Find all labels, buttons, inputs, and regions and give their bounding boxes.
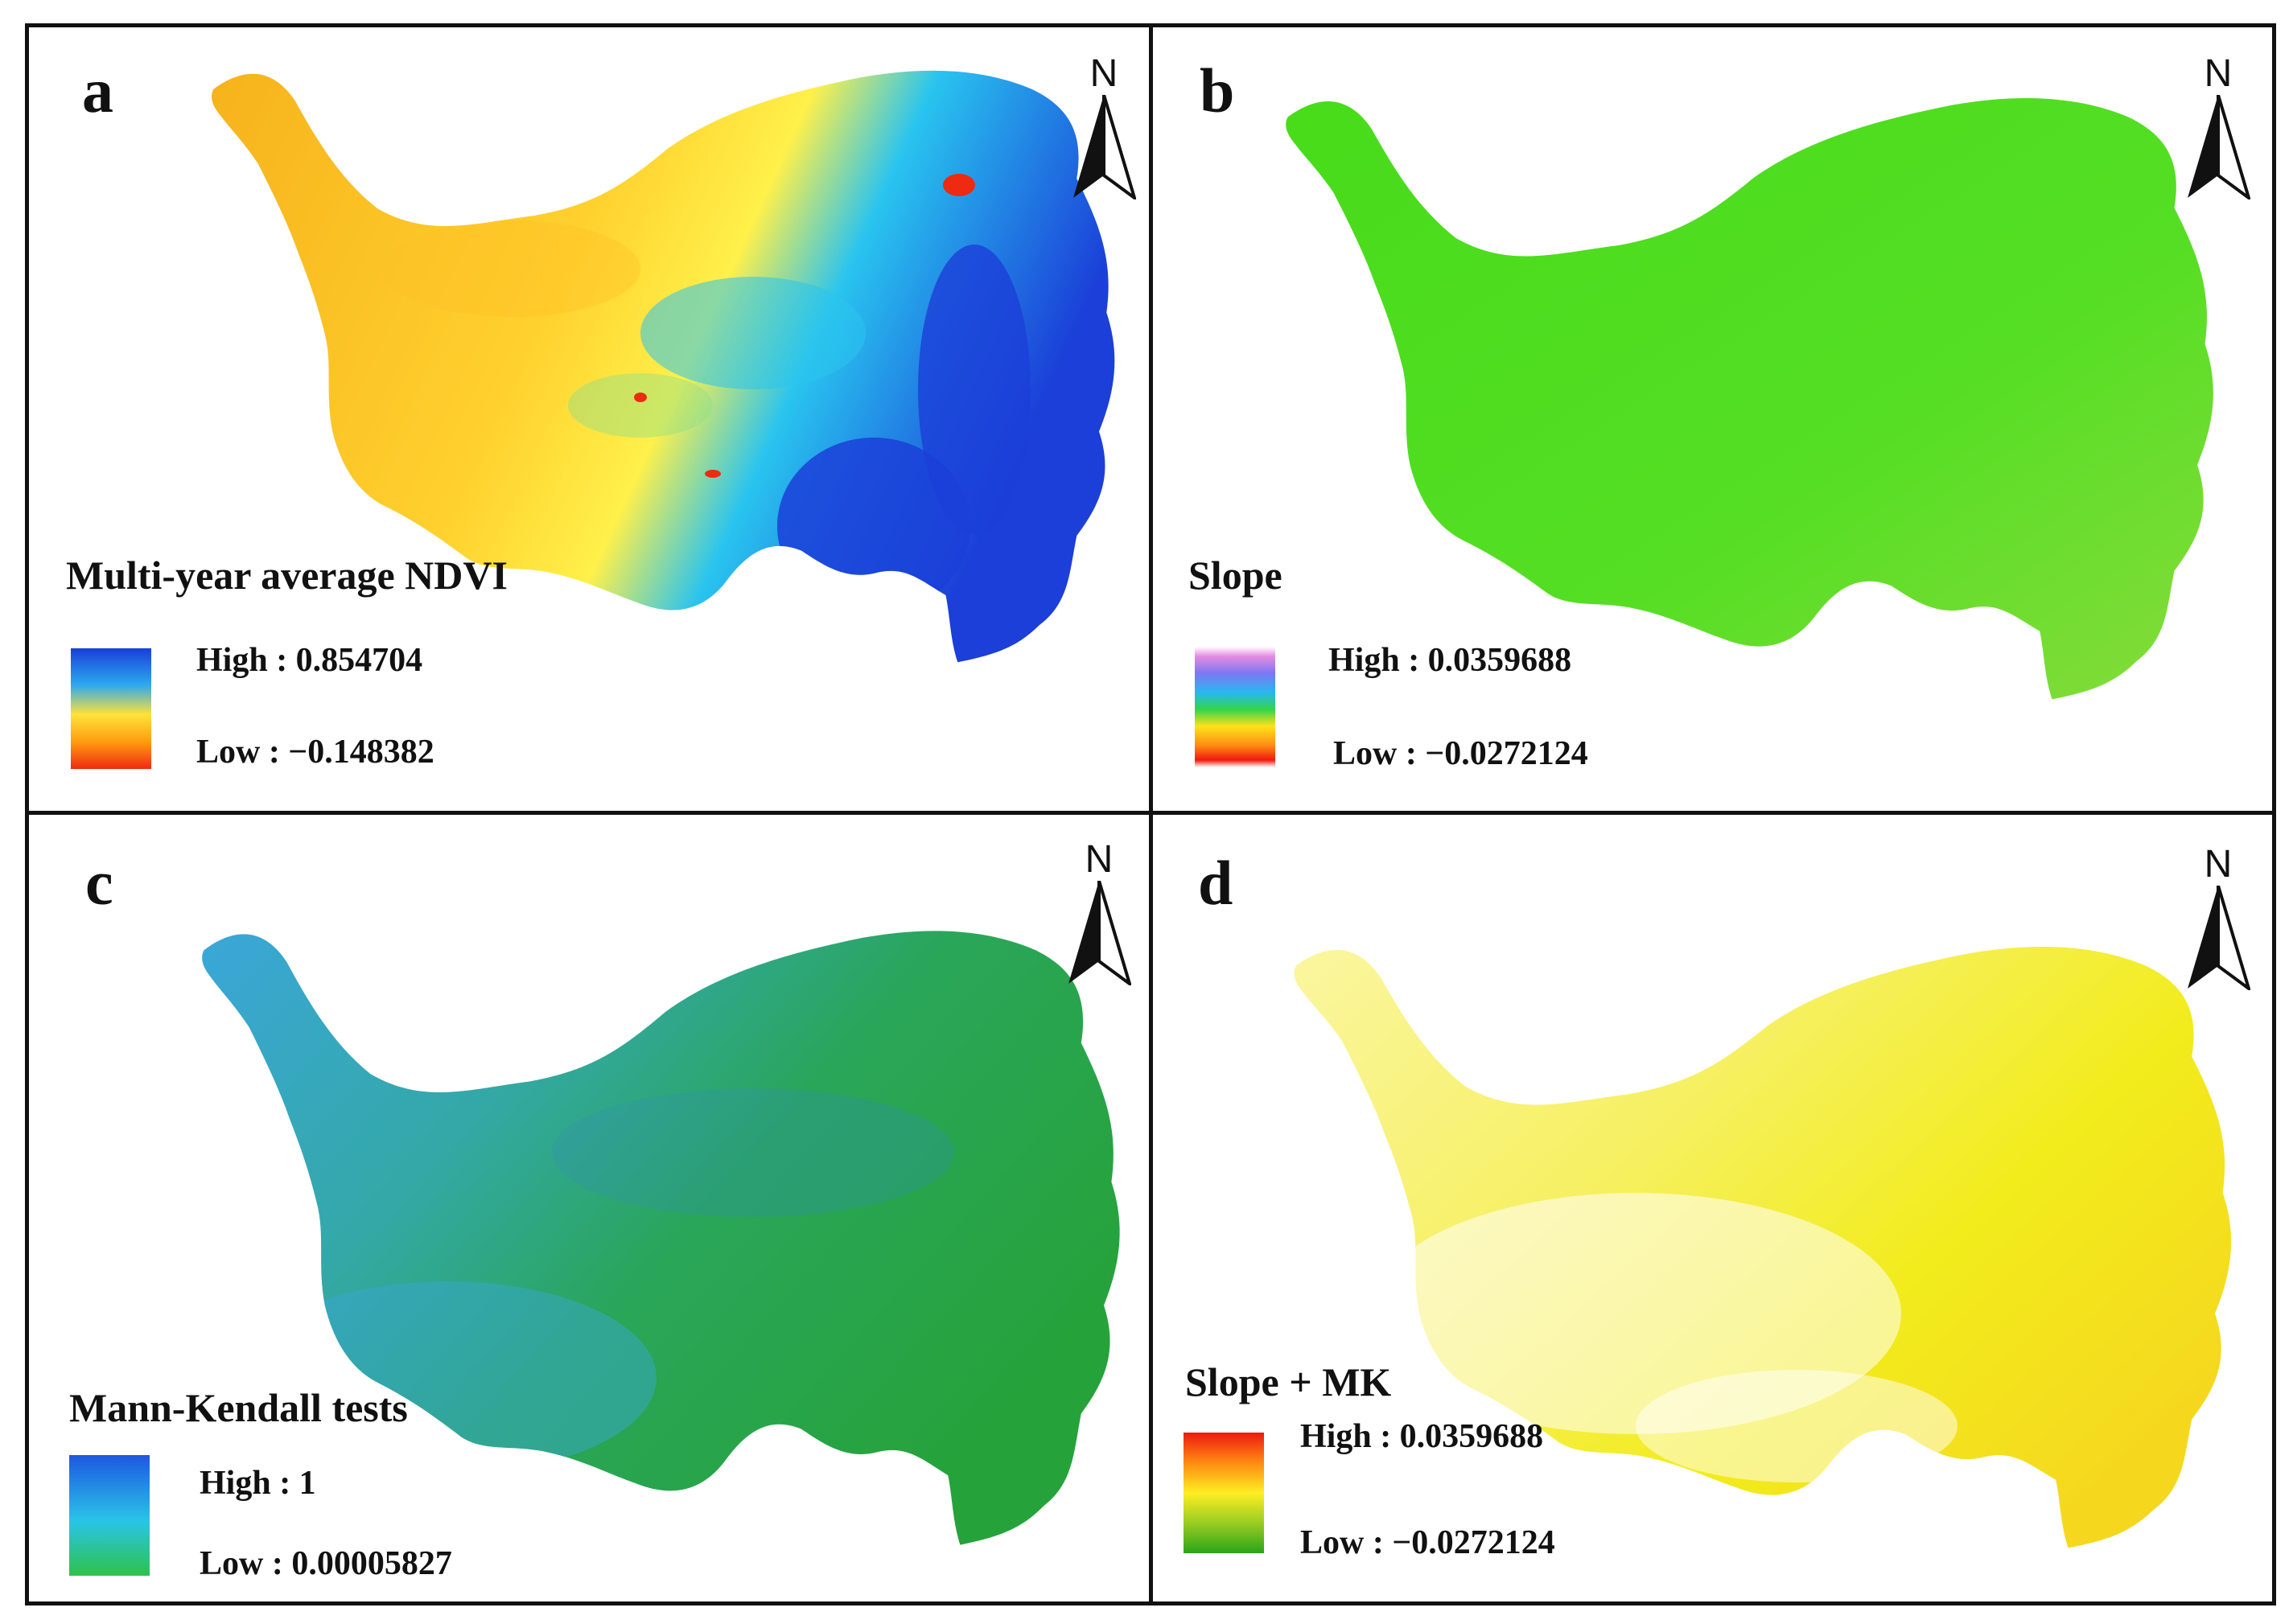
north-arrow: N bbox=[2186, 845, 2250, 990]
north-arrow: N bbox=[1072, 55, 1136, 199]
legend-low-label: Low : −0.0272124 bbox=[1333, 735, 1588, 772]
legend-color-ramp bbox=[1195, 647, 1275, 767]
panel-c: c N Mann-Kendall tests High : 1 Low : 0.… bbox=[29, 815, 1149, 1601]
legend-high-label: High : 0.0359688 bbox=[1300, 1418, 1544, 1455]
legend-high-label: High : 0.854704 bbox=[196, 642, 423, 679]
panel-label: b bbox=[1200, 56, 1235, 125]
north-label: N bbox=[1089, 52, 1118, 95]
legend-low-label: Low : −0.0272124 bbox=[1300, 1524, 1555, 1561]
north-label: N bbox=[2204, 843, 2233, 886]
legend-high-label: High : 1 bbox=[200, 1465, 316, 1502]
slope-map bbox=[1286, 98, 2213, 700]
panel-label: c bbox=[85, 848, 113, 918]
panel-d: d N Slope + MK High : 0.0359688 Low : −0… bbox=[1153, 815, 2273, 1601]
north-arrow-icon bbox=[2188, 95, 2250, 199]
legend-color-ramp bbox=[1184, 1433, 1264, 1553]
mann-kendall-map bbox=[202, 931, 1120, 1545]
north-label: N bbox=[1085, 838, 1114, 881]
north-arrow: N bbox=[1067, 841, 1131, 985]
north-label: N bbox=[2204, 52, 2233, 95]
legend-low-label: Low : 0.00005827 bbox=[200, 1545, 452, 1582]
legend-color-ramp bbox=[71, 648, 151, 769]
north-arrow-icon bbox=[1068, 881, 1131, 985]
slope-mk-map bbox=[1294, 947, 2232, 1548]
panel-b: b N Slope High : 0.0359688 Low : −0.0272… bbox=[1153, 27, 2273, 811]
panel-a: a N Multi-year average NDVI High : 0.854… bbox=[29, 27, 1149, 811]
legend-color-ramp bbox=[69, 1455, 150, 1576]
panel-label: a bbox=[82, 56, 113, 125]
map-title: Slope + MK bbox=[1185, 1359, 1392, 1404]
north-arrow-icon bbox=[2188, 886, 2250, 990]
legend-low-label: Low : −0.148382 bbox=[196, 734, 434, 771]
map-title: Mann-Kendall tests bbox=[69, 1385, 408, 1430]
north-arrow-icon bbox=[1073, 95, 1136, 199]
panel-label: d bbox=[1198, 848, 1233, 918]
north-arrow: N bbox=[2186, 55, 2250, 199]
panel-divider-horizontal bbox=[25, 811, 2276, 815]
ndvi-map bbox=[212, 70, 1115, 663]
legend-high-label: High : 0.0359688 bbox=[1328, 642, 1572, 679]
map-title: Slope bbox=[1188, 553, 1282, 598]
map-title: Multi-year average NDVI bbox=[66, 553, 508, 598]
